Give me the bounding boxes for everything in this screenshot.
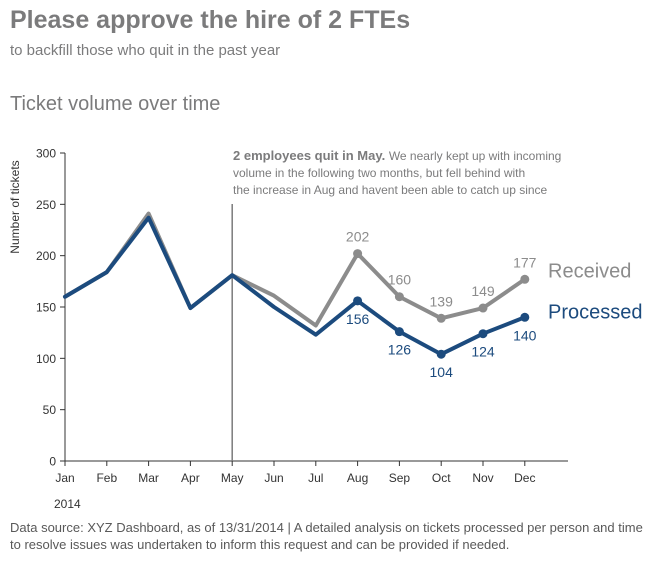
x-tick-label: Feb [96,471,117,485]
series-line-processed [63,215,527,357]
x-tick-label: Dec [514,471,535,485]
x-tick-label: Nov [472,471,493,485]
data-point-processed [353,296,363,306]
x-tick-label: Apr [181,471,200,485]
data-point-received [436,313,446,323]
x-tick-label: Jun [264,471,283,485]
data-point-received [520,274,530,284]
annotation-line-text: volume in the following two months, but … [233,166,525,180]
y-tick-label: 100 [36,352,56,366]
data-point-received [478,303,488,313]
data-label-processed: 104 [430,364,454,380]
annotation-text: 2 employees quit in May. We nearly kept … [233,148,561,197]
x-tick-label: Jan [55,471,74,485]
x-tick-label: May [221,471,244,485]
series-line-received [63,211,527,328]
data-label-received: 160 [388,272,412,288]
x-axis-label: 2014 [54,497,81,511]
data-label-received: 177 [513,254,537,270]
data-point-received [394,292,404,302]
data-label-processed: 126 [388,342,412,358]
x-tick-label: Jul [308,471,323,485]
annotation-line-text: We nearly kept up with incoming [389,149,562,163]
x-tick-label: Sep [389,471,411,485]
data-point-processed [436,349,446,359]
headline: Please approve the hire of 2 FTEs [10,6,411,34]
data-point-received [353,249,363,259]
x-tick-label: Mar [138,471,159,485]
annotation-line-text: the increase in Aug and havent been able… [233,183,548,197]
x-tick-label: Aug [347,471,368,485]
data-point-processed [520,312,530,322]
y-tick-label: 0 [49,455,56,469]
y-tick-label: 300 [36,147,56,161]
series-name-received: Received [548,260,631,282]
data-point-processed [394,327,404,337]
data-label-received: 202 [346,229,370,245]
data-point-processed [478,329,488,339]
data-label-processed: 156 [346,311,370,327]
annotation-bold: 2 employees quit in May. [233,148,389,163]
x-tick-label: Oct [432,471,451,485]
subheadline: to backfill those who quit in the past y… [10,42,281,59]
data-label-received: 149 [471,283,495,299]
y-axis-label: Number of tickets [8,160,22,253]
y-tick-label: 50 [43,403,57,417]
data-label-processed: 140 [513,327,537,343]
y-tick-label: 200 [36,249,56,263]
series-name-processed: Processed [548,301,643,323]
y-tick-label: 250 [36,198,56,212]
footer-note: Data source: XYZ Dashboard, as of 13/31/… [10,520,643,552]
data-label-received: 139 [430,293,454,309]
data-label-processed: 124 [471,344,495,360]
y-tick-label: 150 [36,301,56,315]
chart-title: Ticket volume over time [10,93,221,115]
